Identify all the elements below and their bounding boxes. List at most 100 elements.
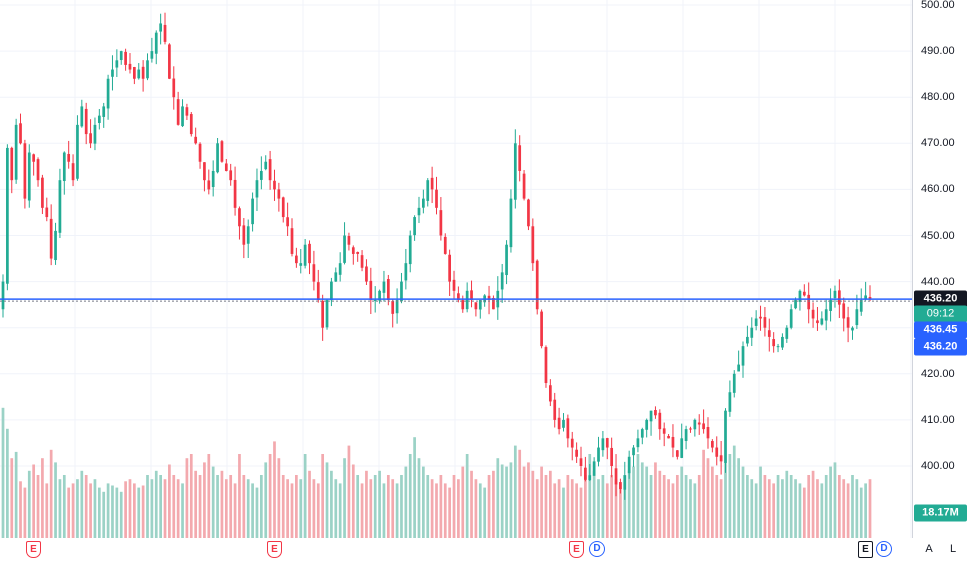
- candle-body: [80, 106, 84, 127]
- time-scale-bar[interactable]: [0, 538, 967, 562]
- volume-bar: [102, 491, 106, 538]
- volume-bar: [728, 454, 732, 538]
- dividend-marker[interactable]: D: [589, 541, 605, 557]
- volume-bar: [365, 470, 368, 538]
- candle-body: [737, 364, 740, 372]
- candle-body: [851, 327, 854, 331]
- candle-body: [478, 300, 482, 310]
- candle-body: [702, 423, 705, 430]
- volume-bar: [400, 475, 403, 538]
- candle-body: [54, 230, 57, 261]
- candle-body: [575, 449, 578, 457]
- volume-bar: [382, 483, 386, 538]
- candle-body: [119, 51, 123, 61]
- candle-body: [435, 189, 438, 208]
- candle-body: [413, 217, 416, 236]
- candle-body: [772, 339, 776, 347]
- candle-body: [619, 482, 622, 490]
- candle-body: [89, 133, 92, 144]
- plot-area[interactable]: [0, 0, 912, 538]
- volume-bar: [588, 454, 592, 538]
- candle-body: [312, 264, 316, 282]
- candle-body: [168, 44, 171, 79]
- dividend-marker[interactable]: D: [876, 541, 892, 557]
- candle-body: [500, 272, 504, 290]
- candle-body: [597, 447, 600, 462]
- volume-bar: [45, 483, 49, 538]
- volume-bar: [356, 475, 360, 538]
- volume-bar: [614, 479, 618, 538]
- volume-bar: [373, 475, 377, 538]
- candle-body: [1, 281, 5, 310]
- volume-bar: [759, 466, 762, 538]
- candle-body: [146, 60, 149, 79]
- volume-bar: [334, 479, 338, 538]
- candle-body: [505, 244, 508, 276]
- auto-scale-button[interactable]: A: [925, 543, 933, 555]
- volume-bar: [10, 458, 14, 538]
- candle-body: [49, 218, 53, 259]
- log-scale-button[interactable]: L: [949, 543, 957, 555]
- volume-bar: [242, 475, 246, 538]
- volume-bar: [798, 483, 802, 538]
- price-axis[interactable]: 500.00 490.00 480.00 470.00 460.00 450.00 440.…: [912, 0, 967, 538]
- volume-bar: [154, 470, 158, 538]
- volume-bar: [84, 475, 88, 538]
- volume-bar: [386, 475, 390, 538]
- volume-bar: [719, 479, 723, 538]
- volume-bar: [754, 483, 758, 538]
- candle-body: [649, 410, 653, 422]
- volume-bar: [496, 458, 500, 538]
- candle-body: [614, 468, 618, 485]
- candle-body: [706, 427, 710, 439]
- volume-bar: [811, 470, 815, 538]
- candle-body: [141, 66, 145, 79]
- volume-bar: [369, 479, 373, 538]
- volume-bar: [233, 483, 237, 538]
- candle-body: [544, 347, 548, 384]
- candle-body: [203, 162, 206, 181]
- candle-body: [185, 107, 189, 116]
- price-tick-label: 440.00: [921, 275, 955, 288]
- candle-body: [693, 419, 697, 430]
- price-chart-svg[interactable]: [0, 0, 912, 538]
- volume-bar: [128, 479, 132, 538]
- candle-body: [321, 300, 325, 328]
- bid-price-tag: 436.45: [914, 321, 967, 339]
- earnings-marker[interactable]: E: [267, 541, 282, 558]
- candle-body: [794, 300, 797, 309]
- volume-bar: [492, 470, 495, 538]
- volume-bar: [535, 479, 539, 538]
- volume-bar: [478, 483, 482, 538]
- candle-body: [824, 309, 828, 321]
- candle-body: [347, 236, 351, 245]
- candle-body: [395, 300, 399, 314]
- candle-body: [562, 419, 565, 428]
- volume-bar: [67, 487, 71, 538]
- volume-bar: [54, 462, 57, 538]
- candle-body: [251, 198, 254, 225]
- volume-bar: [592, 470, 596, 538]
- volume-bar: [395, 483, 399, 538]
- candle-body: [811, 309, 815, 319]
- candle-body: [605, 438, 609, 448]
- volume-bar: [259, 475, 263, 538]
- volume-bar: [330, 470, 333, 538]
- earnings-marker[interactable]: E: [26, 541, 41, 558]
- candle-body: [767, 330, 771, 337]
- volume-bar: [684, 475, 688, 538]
- candle-body: [386, 279, 390, 301]
- volume-bar: [163, 479, 167, 538]
- candle-body: [785, 327, 789, 339]
- volume-bar: [824, 475, 828, 538]
- candle-body: [452, 279, 456, 291]
- volume-bar: [662, 475, 666, 538]
- volume-bar: [172, 475, 176, 538]
- earnings-marker[interactable]: E: [858, 541, 873, 558]
- volume-bar: [181, 483, 184, 538]
- price-tick-label: 490.00: [921, 45, 955, 58]
- earnings-marker[interactable]: E: [569, 541, 584, 558]
- candle-body: [732, 373, 736, 393]
- candle-body: [627, 456, 631, 474]
